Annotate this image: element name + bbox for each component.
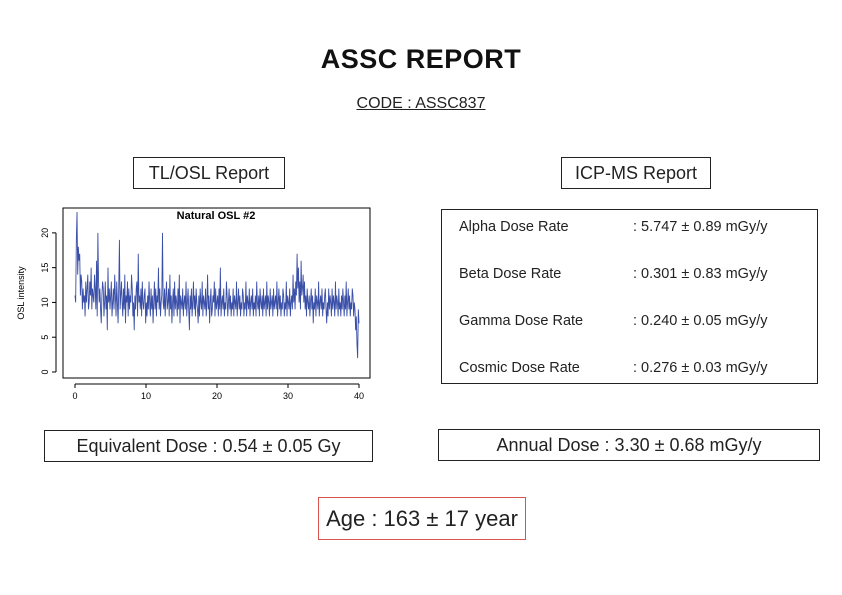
- y-axis-label: OSL intensity: [16, 266, 26, 320]
- y-tick-label: 10: [40, 297, 50, 307]
- dose-value: : 0.276 ± 0.03 mGy/y: [633, 360, 768, 376]
- icp-ms-report-label: ICP-MS Report: [561, 157, 711, 189]
- dose-label: Beta Dose Rate: [459, 266, 562, 282]
- dose-rate-table: Alpha Dose Rate : 5.747 ± 0.89 mGy/y Bet…: [441, 209, 818, 384]
- dose-value: : 0.240 ± 0.05 mGy/y: [633, 313, 768, 329]
- y-tick-label: 5: [40, 335, 50, 340]
- dose-label: Cosmic Dose Rate: [459, 360, 580, 376]
- x-tick-label: 30: [283, 391, 293, 401]
- tl-osl-report-label: TL/OSL Report: [133, 157, 285, 189]
- x-tick-label: 10: [141, 391, 151, 401]
- report-code: CODE : ASSC837: [356, 95, 486, 112]
- dose-value: : 5.747 ± 0.89 mGy/y: [633, 219, 768, 235]
- y-tick-label: 0: [40, 369, 50, 374]
- osl-chart: Natural OSL #2 OSL intensity 0 10 20 30 40 0…: [16, 207, 371, 401]
- equivalent-dose-box: Equivalent Dose : 0.54 ± 0.05 Gy: [44, 430, 373, 462]
- y-tick-label: 20: [40, 228, 50, 238]
- x-tick-label: 0: [72, 391, 77, 401]
- dose-value: : 0.301 ± 0.83 mGy/y: [633, 266, 768, 282]
- x-tick-label: 40: [354, 391, 364, 401]
- osl-series-line: [74, 211, 360, 359]
- y-tick-label: 15: [40, 263, 50, 273]
- dose-label: Gamma Dose Rate: [459, 313, 584, 329]
- dose-label: Alpha Dose Rate: [459, 219, 569, 235]
- x-tick-label: 20: [212, 391, 222, 401]
- chart-title: Natural OSL #2: [177, 210, 256, 222]
- annual-dose-box: Annual Dose : 3.30 ± 0.68 mGy/y: [438, 429, 820, 461]
- plot-frame: [62, 207, 371, 379]
- x-axis-ticks: 0 10 20 30 40: [72, 383, 364, 401]
- age-result-box: Age : 163 ± 17 year: [318, 497, 526, 540]
- report-title: ASSC REPORT: [320, 44, 522, 74]
- y-axis-ticks: 0 5 10 15 20: [40, 228, 57, 375]
